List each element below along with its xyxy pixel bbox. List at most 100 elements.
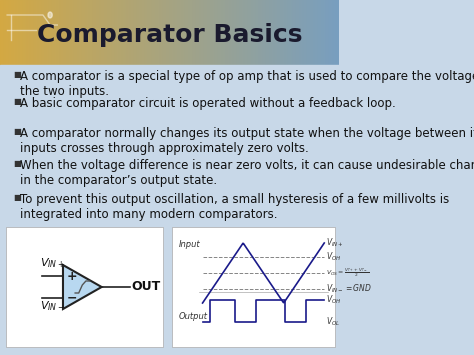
Bar <box>323 0 324 65</box>
Bar <box>141 0 142 65</box>
Bar <box>335 0 336 65</box>
Bar <box>243 0 244 65</box>
Bar <box>175 0 176 65</box>
Bar <box>240 0 241 65</box>
Bar <box>252 0 253 65</box>
Bar <box>11 0 12 65</box>
Bar <box>192 0 193 65</box>
Bar <box>267 0 268 65</box>
Bar <box>260 0 261 65</box>
Bar <box>69 0 70 65</box>
Text: $V_{OH}$: $V_{OH}$ <box>326 294 341 306</box>
Bar <box>133 0 134 65</box>
Bar <box>126 0 127 65</box>
Bar <box>242 0 243 65</box>
Bar <box>144 0 145 65</box>
Bar <box>108 0 109 65</box>
Bar <box>157 0 158 65</box>
Circle shape <box>48 12 52 18</box>
Bar <box>259 0 260 65</box>
Bar <box>317 0 318 65</box>
Bar <box>68 0 69 65</box>
Bar <box>275 0 276 65</box>
Bar <box>29 0 30 65</box>
Bar <box>6 0 7 65</box>
Bar <box>231 0 232 65</box>
Bar <box>295 0 296 65</box>
Text: Input: Input <box>179 240 201 249</box>
Bar <box>183 0 184 65</box>
Bar <box>283 0 284 65</box>
Bar <box>148 0 149 65</box>
Bar <box>61 0 62 65</box>
Bar <box>150 0 151 65</box>
Bar <box>79 0 80 65</box>
Bar <box>51 0 52 65</box>
Bar <box>152 0 153 65</box>
Bar <box>279 0 280 65</box>
Text: +: + <box>66 269 77 283</box>
Bar <box>155 0 156 65</box>
Bar <box>284 0 285 65</box>
Bar <box>13 0 14 65</box>
Text: When the voltage difference is near zero volts, it can cause undesirable changes: When the voltage difference is near zero… <box>20 159 474 187</box>
Bar <box>212 0 213 65</box>
Bar <box>325 0 326 65</box>
Bar <box>83 0 84 65</box>
FancyBboxPatch shape <box>6 227 163 347</box>
Bar <box>113 0 114 65</box>
Bar <box>304 0 305 65</box>
Bar <box>147 0 148 65</box>
Bar <box>18 0 19 65</box>
Bar <box>213 0 214 65</box>
Bar <box>17 0 18 65</box>
Bar <box>49 0 50 65</box>
Bar <box>154 0 155 65</box>
Bar <box>39 0 40 65</box>
Bar <box>174 0 175 65</box>
Bar <box>135 0 136 65</box>
Bar <box>84 0 85 65</box>
Polygon shape <box>63 265 101 309</box>
Bar <box>262 0 263 65</box>
Bar <box>66 0 67 65</box>
Bar <box>55 0 56 65</box>
Bar <box>116 0 117 65</box>
Bar <box>22 0 23 65</box>
Bar <box>181 0 182 65</box>
Bar <box>52 0 53 65</box>
Bar <box>33 0 34 65</box>
Bar <box>309 0 310 65</box>
Bar <box>60 0 61 65</box>
Bar <box>89 0 90 65</box>
Bar <box>280 0 281 65</box>
Bar <box>132 0 133 65</box>
Bar <box>292 0 293 65</box>
Bar <box>75 0 76 65</box>
Bar <box>313 0 314 65</box>
Bar <box>306 0 307 65</box>
Bar <box>251 0 252 65</box>
Bar <box>41 0 42 65</box>
Bar <box>214 0 215 65</box>
Bar <box>232 0 233 65</box>
Bar <box>5 0 6 65</box>
Bar <box>195 0 196 65</box>
Bar <box>87 0 88 65</box>
Bar <box>57 0 58 65</box>
Bar <box>294 0 295 65</box>
Bar <box>263 0 264 65</box>
Bar <box>37 0 38 65</box>
Bar <box>156 0 157 65</box>
Bar <box>188 0 189 65</box>
Bar <box>228 0 229 65</box>
Bar <box>128 0 129 65</box>
Bar <box>169 0 170 65</box>
Bar <box>204 0 205 65</box>
Bar <box>111 0 112 65</box>
Bar <box>3 0 4 65</box>
Bar <box>221 0 222 65</box>
Bar <box>327 0 328 65</box>
Bar <box>200 0 201 65</box>
Bar <box>47 0 48 65</box>
